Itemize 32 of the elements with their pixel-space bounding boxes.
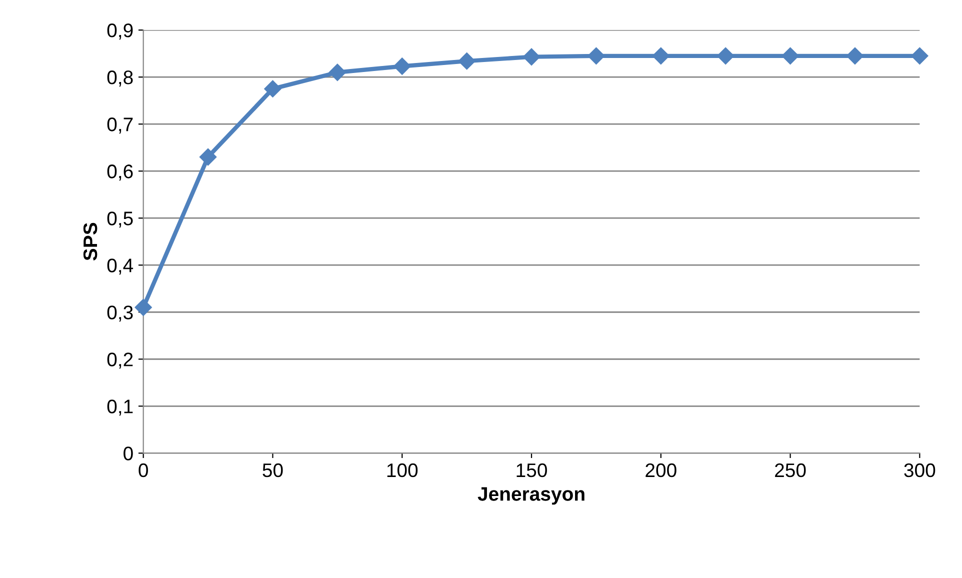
y-tick-label: 0,7 <box>107 118 133 134</box>
y-tick-label: 0,4 <box>107 258 134 275</box>
point <box>458 52 476 70</box>
point <box>652 47 670 64</box>
x-tick-label: 300 <box>904 463 936 478</box>
x-tick-label: 200 <box>646 463 676 478</box>
point <box>134 298 152 316</box>
point <box>588 47 605 64</box>
y-tick-label: 0,3 <box>107 306 133 322</box>
point <box>522 48 540 66</box>
point <box>264 80 282 98</box>
y-tick-label: 0,6 <box>107 164 133 181</box>
y-axis-title: SPS <box>83 222 98 260</box>
y-tick-label: 0 <box>124 446 133 460</box>
x-tick-label: 100 <box>387 463 418 478</box>
point <box>394 58 411 75</box>
y-tick-label: 0,1 <box>107 400 133 416</box>
point <box>782 47 799 64</box>
point <box>328 64 346 81</box>
x-axis-title: Jenerasyon <box>478 487 584 505</box>
point <box>717 47 734 64</box>
x-tick-label: 150 <box>516 463 547 478</box>
x-tick-label: 0 <box>138 463 148 478</box>
x-tick-label: 50 <box>262 463 283 478</box>
y-tick-label: 0,2 <box>107 352 133 369</box>
y-tick-label: 0,5 <box>107 212 133 228</box>
point <box>199 148 217 166</box>
x-tick-label: 250 <box>775 463 806 478</box>
y-tick-label: 0,9 <box>107 24 133 40</box>
point <box>846 47 864 64</box>
point <box>911 47 928 64</box>
y-tick-label: 0,8 <box>107 70 133 87</box>
